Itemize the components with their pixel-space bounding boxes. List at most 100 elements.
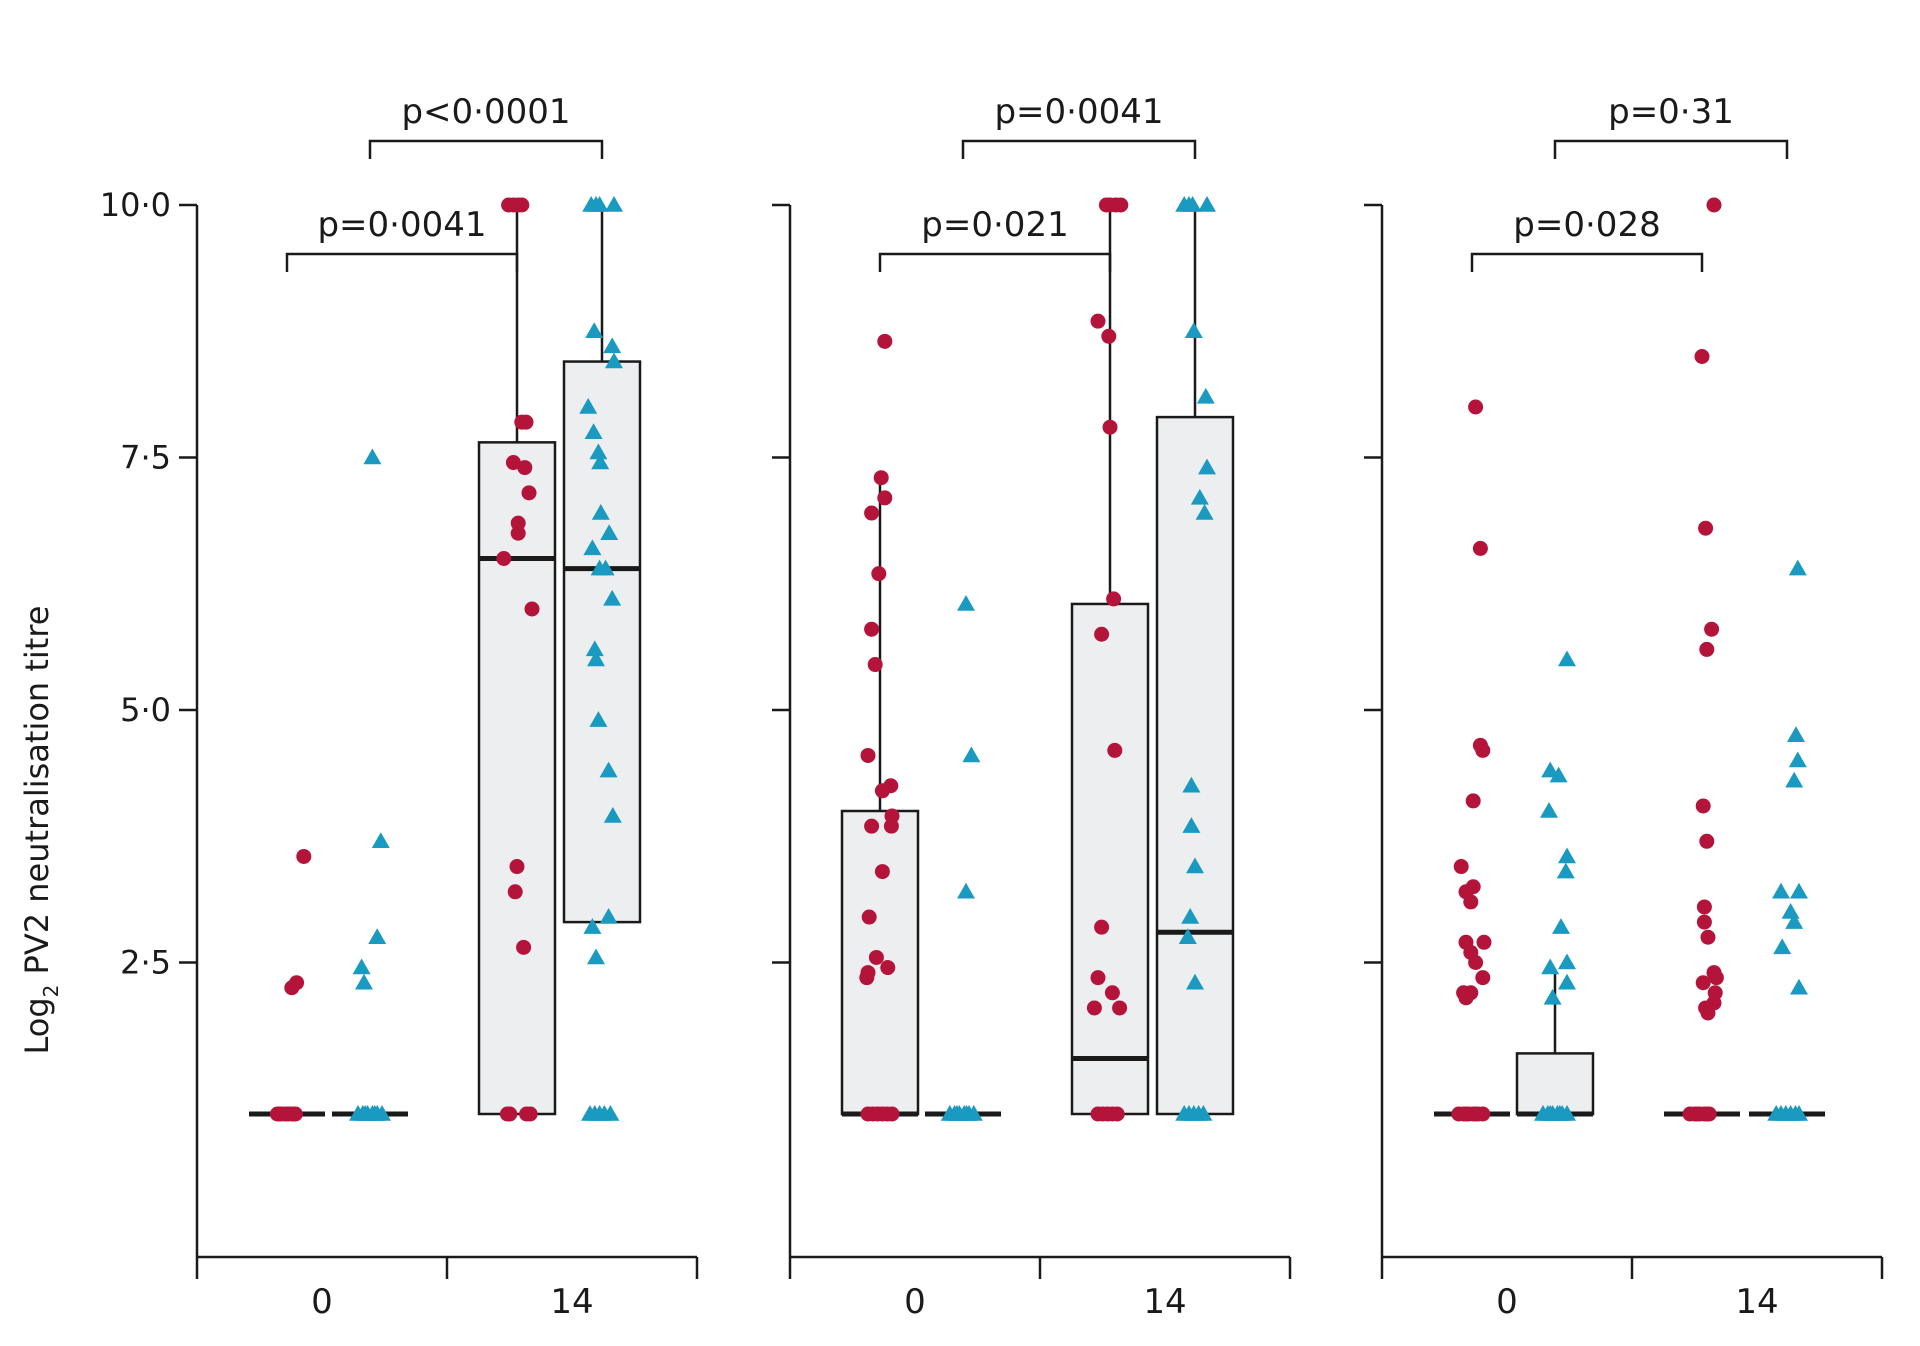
data-point <box>1106 591 1122 607</box>
data-point <box>1094 919 1110 935</box>
data-point <box>1463 985 1479 1001</box>
data-point <box>871 566 887 582</box>
data-point <box>601 1105 620 1121</box>
data-point <box>603 589 622 606</box>
comparison-bracket: p<0·0001 <box>368 92 604 159</box>
y-tick-label: 5·0 <box>120 691 171 729</box>
points-14-blue <box>1175 196 1216 1121</box>
data-point <box>1556 862 1575 879</box>
data-point <box>1706 197 1722 213</box>
data-point <box>861 909 877 925</box>
data-point <box>1090 970 1106 986</box>
box-0-blue <box>1515 972 1595 1117</box>
data-point <box>880 960 896 976</box>
data-point <box>585 322 604 338</box>
data-point <box>1465 793 1481 809</box>
p-value-label: p=0·021 <box>921 205 1068 245</box>
data-point <box>1112 1000 1128 1016</box>
y-axis-label-subscript: 2 <box>39 985 63 998</box>
p-value-label: p=0·0041 <box>317 205 486 245</box>
data-point <box>868 949 884 965</box>
data-point <box>1785 771 1804 788</box>
data-point <box>1453 859 1469 875</box>
data-point <box>600 524 619 540</box>
data-point <box>1781 903 1800 919</box>
data-point <box>1790 978 1808 995</box>
data-point <box>859 970 875 986</box>
data-point <box>1558 650 1576 667</box>
data-point <box>874 783 890 799</box>
data-point <box>1558 973 1576 990</box>
data-point <box>296 848 312 864</box>
data-point <box>579 398 598 414</box>
data-point <box>1694 349 1710 364</box>
data-point <box>1700 929 1716 945</box>
data-point <box>583 539 602 556</box>
bracket-line <box>368 139 604 159</box>
data-point <box>1184 322 1203 338</box>
data-point <box>1699 1106 1715 1122</box>
bracket-line <box>1553 139 1789 159</box>
bracket-line <box>1470 252 1704 272</box>
data-point <box>874 864 890 880</box>
data-point <box>596 559 615 576</box>
data-point <box>1540 802 1558 818</box>
comparison-bracket: p=0·0041 <box>285 205 519 272</box>
y-axis-label: Log2 PV2 neutralisation titre <box>18 606 63 1055</box>
data-point <box>1094 626 1110 642</box>
data-point <box>1704 621 1720 637</box>
data-point <box>1695 798 1711 814</box>
points-0-red <box>859 333 900 1122</box>
data-point <box>1463 894 1479 910</box>
data-point <box>957 882 975 899</box>
points-14-blue <box>1767 559 1808 1121</box>
data-point <box>1788 751 1807 768</box>
data-point <box>877 333 893 349</box>
data-point <box>605 352 623 369</box>
data-point <box>591 504 610 520</box>
data-point <box>1788 559 1807 576</box>
data-point <box>1772 882 1790 899</box>
data-point <box>1468 1106 1484 1122</box>
data-point <box>1699 641 1715 657</box>
data-point <box>1787 726 1805 742</box>
data-point <box>1468 955 1484 970</box>
data-point <box>1698 520 1714 536</box>
x-tick-label: 0 <box>311 1282 333 1322</box>
data-point <box>1773 938 1792 955</box>
x-tick-label: 0 <box>904 1282 926 1322</box>
box-14-red <box>477 205 557 1116</box>
data-point <box>883 818 899 834</box>
comparison-bracket: p=0·31 <box>1553 92 1789 159</box>
points-0-blue <box>1534 650 1576 1121</box>
data-point <box>1472 540 1488 556</box>
data-point <box>1695 975 1711 991</box>
data-point <box>496 551 512 566</box>
data-point <box>509 859 525 875</box>
y-tick-label: 7·5 <box>120 439 171 477</box>
bracket-line <box>285 252 519 272</box>
data-point <box>1183 196 1202 212</box>
data-point <box>605 196 623 212</box>
points-0-red <box>1451 399 1492 1122</box>
data-point <box>507 884 523 900</box>
data-point <box>1104 985 1120 1001</box>
data-point <box>864 621 880 637</box>
data-point <box>1696 899 1712 915</box>
panel-3: 0 14 p=0·028 p=0·31 <box>1364 92 1884 1322</box>
data-point <box>1102 419 1118 435</box>
data-point <box>502 1106 518 1122</box>
y-axis-label-prefix: Log <box>18 997 56 1054</box>
comparison-bracket: p=0·028 <box>1470 205 1704 272</box>
data-point <box>590 196 609 212</box>
data-point <box>284 980 300 996</box>
data-point <box>1182 817 1201 833</box>
data-point <box>1543 988 1562 1005</box>
data-point <box>516 939 532 955</box>
data-point <box>1475 742 1491 758</box>
data-point <box>1700 1005 1716 1021</box>
data-point <box>1475 970 1491 986</box>
data-point <box>365 1105 384 1121</box>
data-point <box>1790 882 1808 899</box>
p-value-label: p<0·0001 <box>401 92 570 132</box>
